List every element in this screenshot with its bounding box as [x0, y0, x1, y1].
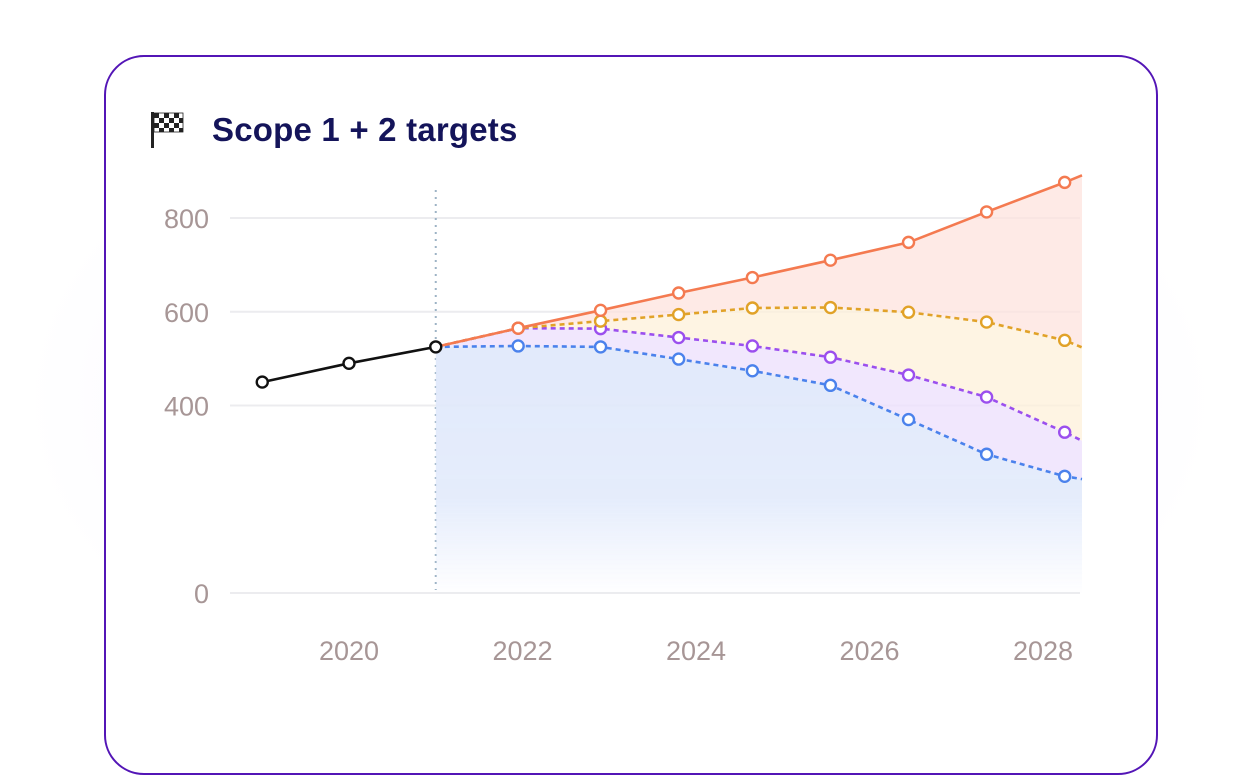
x-tick-label-2028: 2028: [1013, 636, 1073, 666]
mid-high-point-5: [901, 305, 916, 319]
mid-low-point-3: [745, 339, 760, 353]
mid-high-point-3: [745, 301, 760, 315]
x-tick-label-2022: 2022: [492, 636, 552, 666]
lower-point-4: [745, 364, 760, 378]
upper-point-7: [979, 205, 994, 219]
mid-low-point-4: [823, 350, 838, 364]
x-tick-label-2024: 2024: [666, 636, 726, 666]
lower-point-7: [979, 447, 994, 461]
lower-point-5: [823, 378, 838, 393]
y-tick-label-800: 800: [164, 204, 209, 234]
fill-mid-high-band: [435, 307, 1082, 441]
upper-point-1: [511, 321, 525, 335]
y-tick-label-0: 0: [194, 579, 209, 609]
actual-point-1: [342, 356, 356, 371]
mid-low-point-2: [671, 330, 686, 345]
upper-point-5: [823, 253, 838, 267]
upper-point-3: [671, 286, 686, 300]
targets-chart: 0 400 600 800 2020 2022 2024 2026 2028: [164, 174, 1083, 666]
actual-point-2: [429, 340, 443, 354]
checkered-flag-icon: [151, 112, 184, 148]
mid-high-point-2: [671, 307, 686, 322]
lower-point-6: [901, 412, 916, 427]
fill-upper-band: [435, 175, 1082, 348]
y-tick-label-400: 400: [164, 392, 209, 422]
lower-point-8: [1057, 469, 1072, 483]
lower-point-1: [511, 339, 525, 353]
mid-high-point-4: [823, 300, 838, 315]
chart-title: Scope 1 + 2 targets: [212, 111, 518, 148]
mid-high-point-6: [979, 315, 994, 329]
mid-low-point-6: [979, 390, 994, 404]
x-tick-label-2020: 2020: [319, 636, 379, 666]
mid-high-point-7: [1057, 333, 1072, 348]
fill-lower-band: [435, 346, 1083, 593]
upper-point-2: [593, 303, 608, 318]
mid-high-point-1: [593, 314, 608, 328]
mid-low-point-7: [1057, 425, 1072, 439]
y-tick-label-600: 600: [164, 298, 209, 328]
axis-labels: 0 400 600 800 2020 2022 2024 2026 2028: [164, 204, 1073, 666]
series-points: [255, 175, 1072, 483]
upper-point-4: [745, 270, 760, 285]
actual-point-0: [255, 375, 269, 389]
upper-point-6: [901, 235, 916, 250]
line-mid-high: [435, 306, 1083, 349]
lower-point-2: [593, 340, 608, 354]
card-header: Scope 1 + 2 targets: [150, 108, 518, 152]
fill-mid-low-band: [435, 328, 1082, 480]
band-fills: [435, 175, 1083, 593]
x-tick-label-2026: 2026: [839, 636, 899, 666]
mid-low-point-5: [901, 368, 916, 382]
upper-point-8: [1057, 175, 1072, 190]
line-upper: [435, 174, 1083, 349]
lower-point-3: [671, 352, 686, 366]
